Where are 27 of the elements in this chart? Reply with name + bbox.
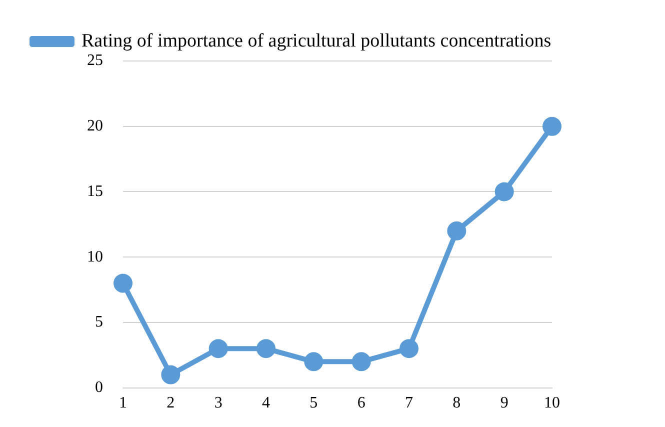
point (114, 274, 132, 293)
point (352, 352, 371, 372)
point (208, 339, 228, 358)
x-tick-label: 4 (262, 394, 270, 412)
x-tick-label: 7 (405, 394, 413, 412)
point (256, 339, 276, 358)
point (161, 365, 180, 384)
x-tick-label: 2 (166, 394, 175, 412)
x-tick-label: 10 (544, 394, 560, 412)
y-tick-label: 20 (87, 118, 103, 135)
point (447, 221, 466, 240)
point (400, 339, 418, 358)
x-tick-label: 6 (357, 394, 366, 412)
y-tick-label: 25 (87, 52, 103, 70)
x-tick-label: 8 (452, 394, 461, 412)
legend-label: Rating of importance of agricultural pollutants concentrations (82, 30, 552, 52)
x-tick-label: 3 (214, 394, 222, 412)
point (494, 182, 514, 202)
point (542, 116, 562, 136)
y-tick-label: 5 (95, 314, 103, 331)
x-tick-label: 1 (119, 394, 127, 412)
y-tick-label: 10 (87, 248, 103, 266)
y-tick-label: 0 (95, 379, 103, 396)
point (304, 352, 324, 372)
x-tick-label: 9 (500, 394, 508, 412)
y-tick-label: 15 (87, 182, 103, 200)
x-tick-label: 5 (310, 394, 318, 412)
